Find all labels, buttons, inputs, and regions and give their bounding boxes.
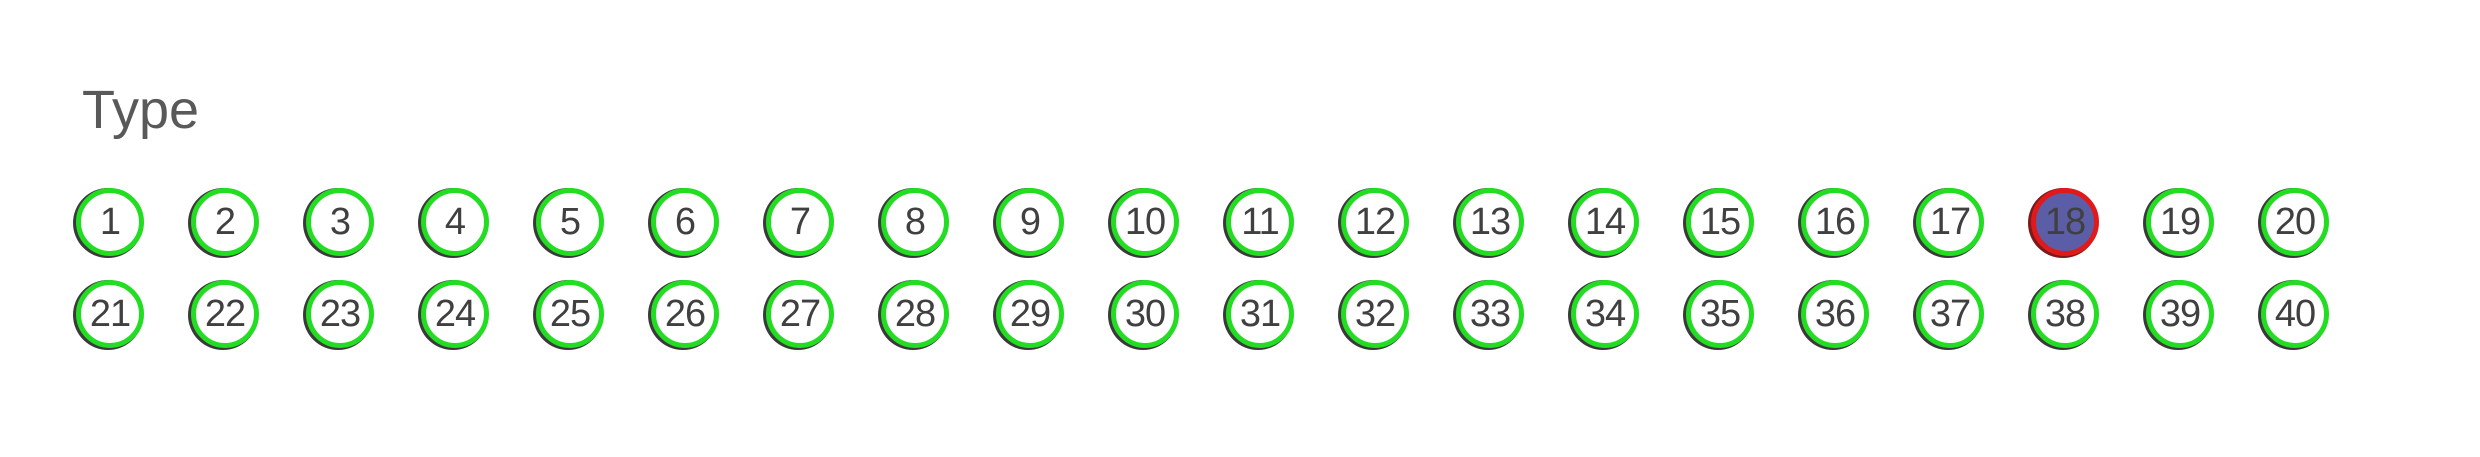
type-option-label: 13	[1469, 200, 1511, 243]
type-option[interactable]: 20	[2261, 188, 2329, 256]
type-option[interactable]: 8	[881, 188, 949, 256]
type-option[interactable]: 12	[1341, 188, 1409, 256]
type-option-label: 6	[674, 200, 696, 243]
type-option-label: 3	[329, 200, 351, 243]
type-option-label: 20	[2274, 200, 2316, 243]
type-option[interactable]: 36	[1801, 280, 1869, 348]
type-option-grid: 1 2 3 4 5 6 7 8 9 10 11 12 13 14 15 16 17 18 19 20 21 22 23 24 2…	[76, 188, 2329, 348]
type-option-label: 40	[2274, 292, 2316, 335]
type-option[interactable]: 24	[421, 280, 489, 348]
type-option[interactable]: 14	[1571, 188, 1639, 256]
type-option[interactable]: 7	[766, 188, 834, 256]
type-option-selected[interactable]: 18	[2031, 188, 2099, 256]
type-option[interactable]: 23	[306, 280, 374, 348]
type-option-label: 10	[1124, 200, 1166, 243]
type-option[interactable]: 38	[2031, 280, 2099, 348]
type-option[interactable]: 26	[651, 280, 719, 348]
type-option[interactable]: 3	[306, 188, 374, 256]
type-option-label: 16	[1814, 200, 1856, 243]
type-option[interactable]: 2	[191, 188, 259, 256]
type-option-label: 2	[214, 200, 236, 243]
type-option[interactable]: 16	[1801, 188, 1869, 256]
type-option[interactable]: 4	[421, 188, 489, 256]
type-option-label: 9	[1019, 200, 1041, 243]
type-option-label: 19	[2159, 200, 2201, 243]
type-option-label: 14	[1584, 200, 1626, 243]
type-option[interactable]: 17	[1916, 188, 1984, 256]
type-option[interactable]: 40	[2261, 280, 2329, 348]
type-option[interactable]: 1	[76, 188, 144, 256]
type-option-label: 35	[1699, 292, 1741, 335]
type-option-label: 38	[2044, 292, 2086, 335]
type-option[interactable]: 5	[536, 188, 604, 256]
type-option-label: 24	[434, 292, 476, 335]
type-option[interactable]: 29	[996, 280, 1064, 348]
type-option[interactable]: 32	[1341, 280, 1409, 348]
type-option-label: 39	[2159, 292, 2201, 335]
type-option-label: 18	[2044, 200, 2086, 243]
type-option[interactable]: 11	[1226, 188, 1294, 256]
type-option-label: 12	[1354, 200, 1396, 243]
type-option-label: 29	[1009, 292, 1051, 335]
type-option-label: 32	[1354, 292, 1396, 335]
type-option[interactable]: 34	[1571, 280, 1639, 348]
type-option-label: 15	[1699, 200, 1741, 243]
type-option-label: 1	[99, 200, 121, 243]
type-option-label: 37	[1929, 292, 1971, 335]
type-option[interactable]: 13	[1456, 188, 1524, 256]
type-option[interactable]: 30	[1111, 280, 1179, 348]
type-option[interactable]: 31	[1226, 280, 1294, 348]
type-option[interactable]: 28	[881, 280, 949, 348]
type-option[interactable]: 39	[2146, 280, 2214, 348]
type-option[interactable]: 6	[651, 188, 719, 256]
type-option-label: 22	[204, 292, 246, 335]
type-option[interactable]: 25	[536, 280, 604, 348]
type-option-label: 26	[664, 292, 706, 335]
type-option-label: 8	[904, 200, 926, 243]
type-option-label: 36	[1814, 292, 1856, 335]
type-option-label: 7	[789, 200, 811, 243]
type-option-label: 27	[779, 292, 821, 335]
type-option-label: 4	[444, 200, 466, 243]
type-option-label: 23	[319, 292, 361, 335]
type-option[interactable]: 10	[1111, 188, 1179, 256]
type-option[interactable]: 33	[1456, 280, 1524, 348]
type-option-label: 17	[1929, 200, 1971, 243]
type-option-label: 34	[1584, 292, 1626, 335]
type-option[interactable]: 22	[191, 280, 259, 348]
type-option-label: 28	[894, 292, 936, 335]
type-option-label: 31	[1239, 292, 1281, 335]
type-option[interactable]: 37	[1916, 280, 1984, 348]
type-option-label: 11	[1241, 200, 1279, 243]
type-option[interactable]: 9	[996, 188, 1064, 256]
type-option[interactable]: 21	[76, 280, 144, 348]
type-option[interactable]: 19	[2146, 188, 2214, 256]
type-option-label: 5	[559, 200, 581, 243]
type-option-label: 33	[1469, 292, 1511, 335]
type-option-label: 30	[1124, 292, 1166, 335]
type-option-label: 25	[549, 292, 591, 335]
type-option[interactable]: 27	[766, 280, 834, 348]
type-option[interactable]: 35	[1686, 280, 1754, 348]
type-option[interactable]: 15	[1686, 188, 1754, 256]
type-option-label: 21	[89, 292, 131, 335]
section-title: Type	[82, 80, 200, 140]
